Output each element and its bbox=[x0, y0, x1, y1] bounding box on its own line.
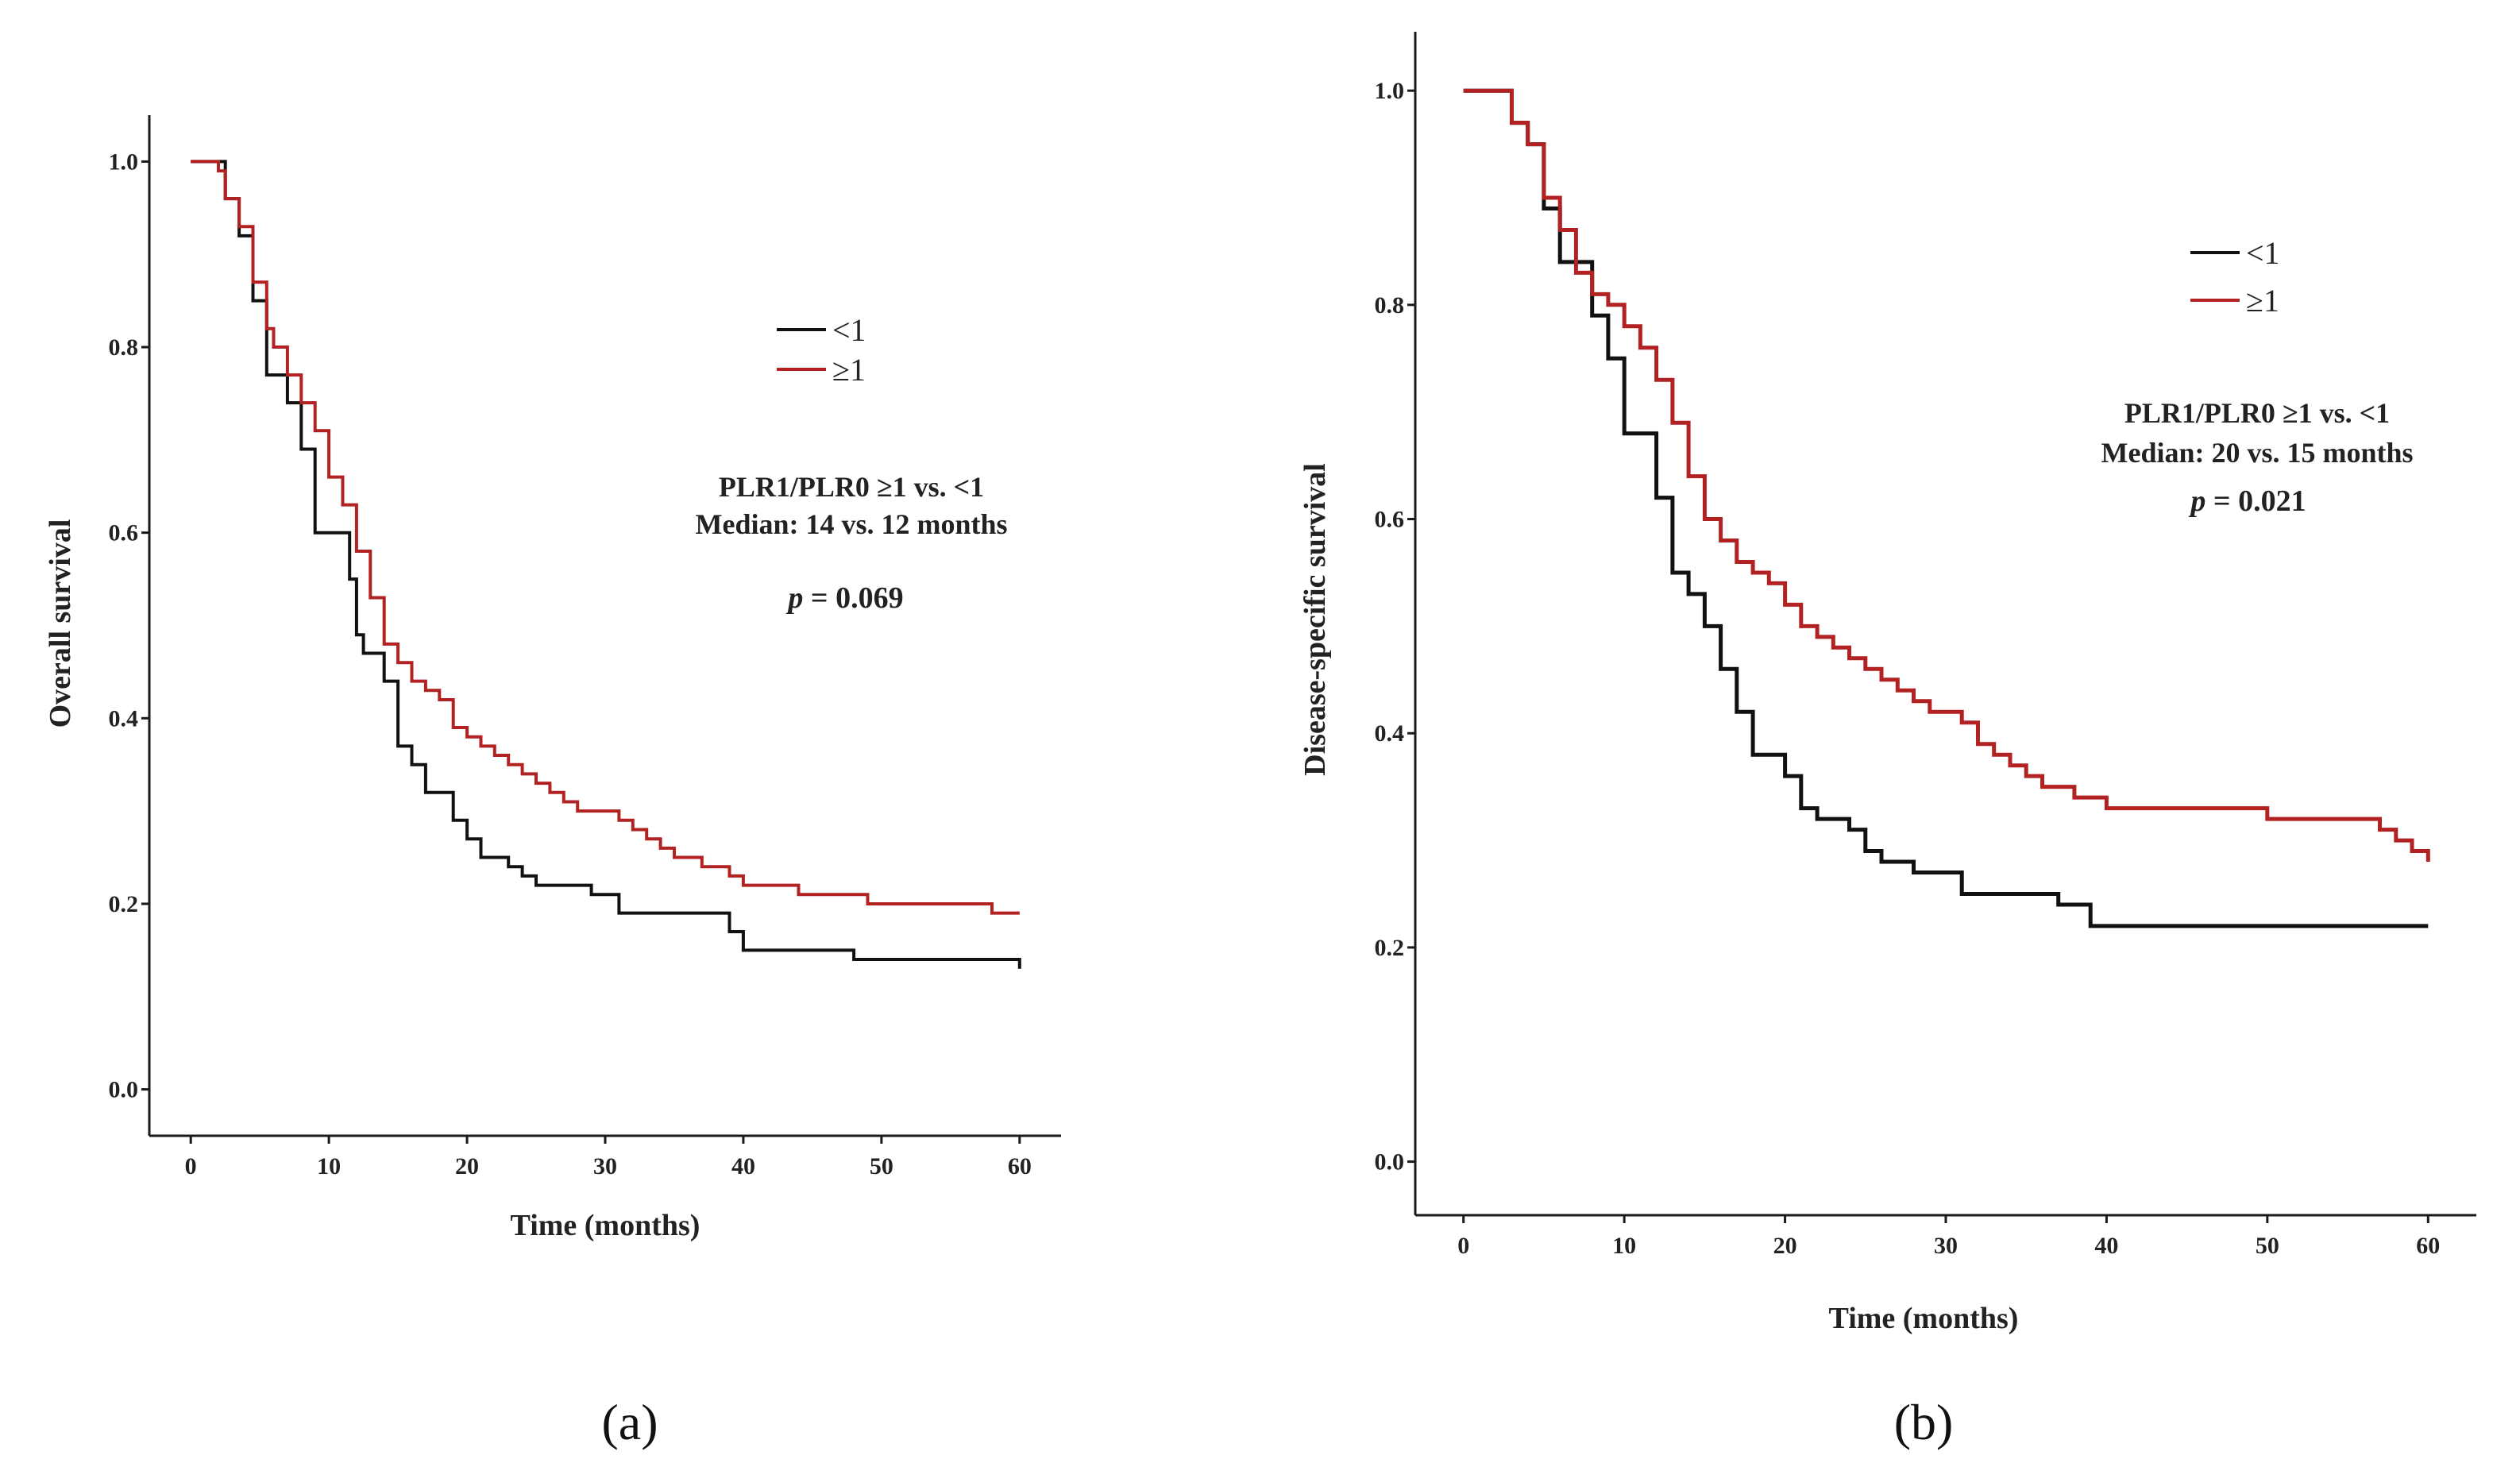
y-tick-label-b-1: 0.2 bbox=[1375, 935, 1405, 961]
y-ticks-b: 0.0 0.2 0.4 0.6 0.8 1.0 bbox=[1375, 78, 1415, 1175]
y-tick-label-b-3: 0.6 bbox=[1375, 507, 1405, 533]
annotation-b-line1: PLR1/PLR0 ≥1 vs. <1 bbox=[2124, 397, 2390, 429]
x-tick-label-a-2: 20 bbox=[455, 1153, 479, 1179]
y-tick-label-b-5: 1.0 bbox=[1375, 78, 1405, 104]
y-axis-label-b: Disease-specific survival bbox=[1299, 463, 1332, 776]
legend-a: <1 ≥1 bbox=[777, 312, 866, 388]
y-tick-label-a-1: 0.2 bbox=[109, 891, 139, 917]
y-tick-label-b-2: 0.4 bbox=[1375, 720, 1405, 747]
x-tick-label-a-5: 50 bbox=[870, 1153, 893, 1179]
x-ticks-a: 0 10 20 30 40 50 60 bbox=[185, 1136, 1032, 1179]
annotation-a-line2: Median: 14 vs. 12 months bbox=[695, 508, 1007, 540]
x-tick-label-a-4: 40 bbox=[731, 1153, 755, 1179]
x-tick-label-a-6: 60 bbox=[1008, 1153, 1032, 1179]
legend-label-a-ge1: ≥1 bbox=[832, 352, 866, 388]
p-value-a: p = 0.069 bbox=[785, 581, 903, 615]
series-line-a-ge1 bbox=[191, 160, 1020, 915]
p-value-b: p = 0.021 bbox=[2188, 484, 2306, 518]
legend-b: <1 ≥1 bbox=[2190, 235, 2280, 318]
legend-label-b-ge1: ≥1 bbox=[2246, 283, 2279, 318]
x-tick-label-a-0: 0 bbox=[185, 1153, 197, 1179]
series-b bbox=[1463, 88, 2430, 928]
y-ticks-a: 0.0 0.2 0.4 0.6 0.8 1.0 bbox=[109, 149, 149, 1103]
y-tick-label-a-3: 0.6 bbox=[109, 520, 139, 546]
panel-label-b: (b) bbox=[1894, 1394, 1954, 1450]
series-line-b-ge1 bbox=[1463, 88, 2430, 862]
x-tick-label-b-0: 0 bbox=[1457, 1233, 1469, 1259]
y-tick-label-a-5: 1.0 bbox=[109, 149, 139, 175]
series-line-a-lt1 bbox=[191, 160, 1021, 969]
y-tick-label-b-4: 0.8 bbox=[1375, 292, 1405, 318]
x-tick-label-b-4: 40 bbox=[2094, 1233, 2118, 1259]
annotation-a-line1: PLR1/PLR0 ≥1 vs. <1 bbox=[719, 471, 984, 503]
y-tick-label-a-2: 0.4 bbox=[109, 705, 139, 732]
legend-label-b-lt1: <1 bbox=[2246, 235, 2280, 271]
chart-a: 0.0 0.2 0.4 0.6 0.8 1.0 0 10 20 30 40 50 60 Time (m… bbox=[44, 115, 1061, 1450]
annotation-b-line2: Median: 20 vs. 15 months bbox=[2101, 437, 2413, 469]
y-tick-label-b-0: 0.0 bbox=[1375, 1149, 1405, 1175]
x-axis-label-b: Time (months) bbox=[1829, 1302, 2019, 1335]
chart-b: 0.0 0.2 0.4 0.6 0.8 1.0 0 10 20 30 40 50 60 Time (m… bbox=[1299, 32, 2476, 1450]
x-axis-label-a: Time (months) bbox=[511, 1209, 700, 1242]
panel-label-a: (a) bbox=[601, 1394, 658, 1450]
series-line-b-lt1 bbox=[1463, 88, 2429, 928]
x-tick-label-b-1: 10 bbox=[1612, 1233, 1636, 1259]
x-tick-label-a-3: 30 bbox=[593, 1153, 617, 1179]
x-ticks-b: 0 10 20 30 40 50 60 bbox=[1457, 1215, 2440, 1259]
x-tick-label-a-1: 10 bbox=[317, 1153, 341, 1179]
x-tick-label-b-6: 60 bbox=[2416, 1233, 2440, 1259]
panel-b: 0.0 0.2 0.4 0.6 0.8 1.0 0 10 20 30 40 50 60 Time (m… bbox=[1260, 0, 2520, 1463]
series-a bbox=[191, 160, 1021, 969]
x-tick-label-b-2: 20 bbox=[1773, 1233, 1797, 1259]
x-tick-label-b-5: 50 bbox=[2256, 1233, 2279, 1259]
legend-label-a-lt1: <1 bbox=[832, 312, 866, 348]
x-tick-label-b-3: 30 bbox=[1934, 1233, 1958, 1259]
y-axis-label-a: Overall survival bbox=[44, 519, 77, 728]
panel-a: 0.0 0.2 0.4 0.6 0.8 1.0 0 10 20 30 40 50 60 Time (m… bbox=[44, 115, 1061, 1450]
y-tick-label-a-4: 0.8 bbox=[109, 334, 139, 361]
y-tick-label-a-0: 0.0 bbox=[109, 1077, 139, 1103]
